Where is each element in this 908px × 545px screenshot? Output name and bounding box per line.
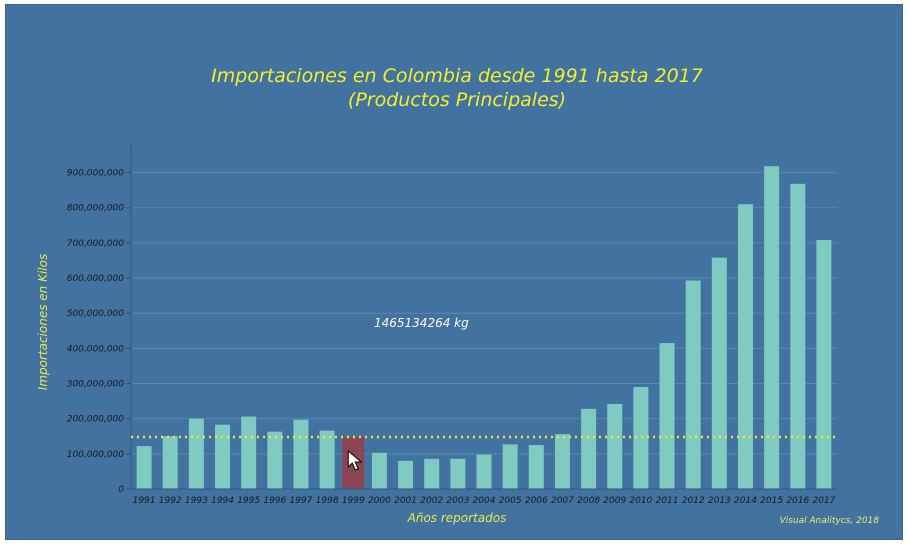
bar-2009 — [607, 403, 623, 489]
bar-2016 — [790, 183, 806, 489]
x-tick-label-2011: 2011 — [656, 496, 679, 506]
bar-2000 — [371, 452, 387, 489]
x-tick-label-1997: 1997 — [290, 496, 313, 506]
bar-1996 — [267, 431, 283, 489]
mouse-cursor-icon — [347, 449, 363, 471]
x-tick-label-2015: 2015 — [760, 496, 783, 506]
bar-2015 — [764, 166, 780, 489]
x-tick-label-2008: 2008 — [577, 496, 600, 506]
y-tick-label: 500,000,000 — [67, 309, 125, 319]
chart-title-line2: (Productos Principales) — [348, 89, 566, 111]
bar-2008 — [581, 408, 597, 489]
bar-2013 — [711, 257, 727, 489]
x-tick-label-2002: 2002 — [420, 496, 443, 506]
chart-title-line1: Importaciones en Colombia desde 1991 has… — [211, 65, 703, 87]
y-tick-label: 900,000,000 — [67, 169, 125, 179]
bar-1997 — [293, 419, 309, 489]
bar-1998 — [319, 430, 335, 489]
bar-2014 — [737, 204, 753, 489]
x-tick-label-1998: 1998 — [316, 496, 339, 506]
bar-2003 — [450, 458, 466, 489]
bar-1993 — [188, 418, 204, 489]
x-tick-label-2017: 2017 — [812, 496, 835, 506]
x-tick-label-2001: 2001 — [394, 496, 417, 506]
credit-text: Visual Analitycs, 2018 — [780, 516, 880, 526]
y-tick-labels: 0 100,000,000 200,000,000 300,000,000 400,00… — [67, 169, 125, 495]
bars — [136, 166, 832, 489]
x-tick-label-2012: 2012 — [682, 496, 705, 506]
bar-1995 — [241, 416, 257, 489]
x-tick-label-2014: 2014 — [734, 496, 757, 506]
gridlines — [126, 172, 837, 490]
y-tick-label: 300,000,000 — [67, 380, 125, 390]
x-tick-label-2006: 2006 — [525, 496, 548, 506]
x-tick-label-2003: 2003 — [446, 496, 469, 506]
x-tick-label-2010: 2010 — [629, 496, 652, 506]
y-tick-label: 0 — [118, 485, 124, 495]
x-tick-label-1991: 1991 — [133, 496, 156, 506]
bar-2012 — [685, 280, 701, 489]
bar-2001 — [398, 460, 414, 489]
x-tick-label-1993: 1993 — [185, 496, 208, 506]
bar-1992 — [162, 436, 178, 489]
x-tick-label-2004: 2004 — [473, 496, 496, 506]
chart-svg: Importaciones en Colombia desde 1991 has… — [36, 65, 880, 526]
tooltip-value: 1465134264 kg — [374, 316, 469, 330]
x-tick-label-1992: 1992 — [159, 496, 182, 506]
x-tick-label-2013: 2013 — [708, 496, 731, 506]
y-tick-label: 100,000,000 — [67, 450, 125, 460]
x-tick-label-1995: 1995 — [237, 496, 260, 506]
x-tick-label-2009: 2009 — [603, 496, 626, 506]
y-tick-label: 200,000,000 — [67, 415, 125, 425]
y-tick-label: 600,000,000 — [67, 274, 125, 284]
x-axis-label: Años reportados — [407, 511, 507, 525]
x-tick-label-2016: 2016 — [786, 496, 809, 506]
bar-2006 — [528, 445, 544, 489]
bar-2004 — [476, 454, 492, 489]
bar-1991 — [136, 446, 152, 489]
chart-frame: Importaciones en Colombia desde 1991 has… — [5, 4, 903, 540]
bar-2007 — [554, 434, 570, 489]
x-tick-labels: 1991 1992 1993 1994 1995 1996 1997 1998 1999 2000… — [133, 496, 836, 506]
x-tick-label-1996: 1996 — [263, 496, 286, 506]
bar-1994 — [215, 424, 231, 489]
x-tick-label-2007: 2007 — [551, 496, 574, 506]
y-tick-label: 800,000,000 — [67, 204, 125, 214]
x-tick-label-2000: 2000 — [368, 496, 391, 506]
x-tick-label-1999: 1999 — [342, 496, 365, 506]
x-tick-label-1994: 1994 — [211, 496, 234, 506]
x-tick-label-2005: 2005 — [499, 496, 522, 506]
bar-2005 — [502, 444, 518, 489]
bar-2002 — [424, 458, 440, 489]
y-tick-label: 700,000,000 — [67, 239, 125, 249]
cursor-arrow-shape — [347, 449, 363, 471]
bar-2011 — [659, 343, 675, 489]
y-axis-label: Importaciones en Kilos — [36, 254, 50, 390]
y-tick-label: 400,000,000 — [67, 344, 125, 354]
bar-2010 — [633, 387, 649, 489]
bar-2017 — [816, 240, 832, 489]
